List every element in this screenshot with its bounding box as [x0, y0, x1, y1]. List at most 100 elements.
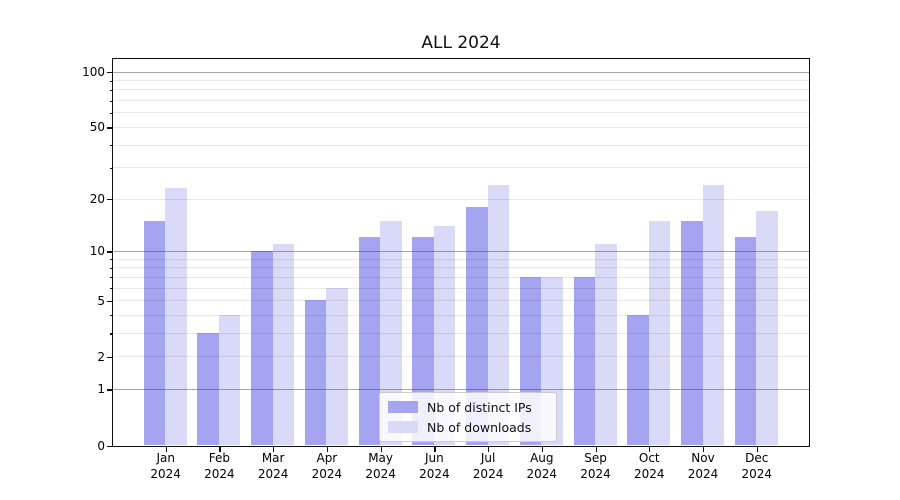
x-tick-label-mar: Mar 2024: [257, 451, 289, 481]
y-minor-tick-mark: [109, 167, 113, 169]
y-minor-tick-mark: [109, 277, 113, 279]
x-tick-label-jul: Jul 2024: [472, 451, 504, 481]
x-tick-label-dec: Dec 2024: [741, 451, 772, 481]
y-tick-label: 2: [97, 349, 105, 364]
bar-nov-downloads: [702, 184, 724, 445]
y-minor-tick-mark: [109, 89, 113, 92]
y-minor-tick-mark: [109, 199, 113, 201]
y-minor-tick-mark: [109, 356, 113, 358]
y-minor-tick-mark: [109, 145, 113, 147]
bar-jul-distinct-ips: [466, 206, 488, 445]
gridline-major: [113, 388, 809, 390]
y-minor-tick-mark: [109, 315, 113, 317]
bar-mar-distinct-ips: [251, 250, 273, 445]
y-tick-label: 100: [82, 65, 105, 80]
gridline-minor: [113, 198, 809, 200]
x-tick-label-feb: Feb 2024: [204, 451, 235, 481]
x-tick-label-apr: Apr 2024: [311, 451, 343, 481]
x-tick-mark: [488, 447, 490, 452]
y-tick-label: 0: [97, 438, 105, 453]
legend-swatch-downloads: [388, 421, 418, 433]
gridline-minor: [113, 267, 809, 269]
gridline-minor: [113, 276, 809, 278]
gridline-minor: [113, 89, 809, 91]
x-tick-mark: [219, 447, 221, 452]
y-minor-tick-mark: [109, 100, 113, 102]
x-tick-mark: [595, 447, 597, 452]
chart-title: ALL 2024: [421, 33, 501, 53]
x-tick-mark: [434, 447, 436, 452]
x-tick-label-nov: Nov 2024: [687, 451, 719, 481]
legend: Nb of distinct IPs Nb of downloads: [379, 392, 557, 442]
bar-jan-downloads: [165, 187, 187, 445]
legend-label: Nb of distinct IPs: [427, 399, 532, 415]
legend-item-downloads: Nb of downloads: [388, 418, 548, 436]
x-tick-mark: [649, 447, 651, 452]
x-tick-mark: [165, 447, 167, 452]
y-tick-label: 10: [89, 244, 105, 259]
gridline-minor: [113, 167, 809, 169]
bar-jun-downloads: [433, 225, 456, 445]
y-tick-mark: [107, 251, 112, 253]
bar-jul-downloads: [487, 184, 510, 445]
bar-nov-distinct-ips: [681, 220, 703, 445]
bar-dec-downloads: [756, 211, 778, 445]
y-tick-mark: [107, 72, 112, 74]
gridline-minor: [113, 332, 809, 334]
bar-oct-downloads: [648, 220, 671, 445]
x-tick-mark: [541, 447, 543, 452]
y-minor-tick-mark: [109, 112, 113, 115]
y-tick-label: 50: [89, 120, 105, 135]
x-tick-label-oct: Oct 2024: [633, 451, 665, 481]
x-tick-mark: [273, 447, 275, 452]
bar-jan-distinct-ips: [143, 220, 166, 445]
x-tick-mark: [756, 447, 758, 452]
y-tick-label: 5: [97, 293, 105, 308]
bar-may-downloads: [380, 220, 402, 445]
y-tick-mark: [107, 389, 112, 391]
y-minor-tick-mark: [109, 80, 113, 82]
legend-label: Nb of downloads: [427, 419, 532, 435]
y-minor-tick-mark: [109, 288, 113, 290]
x-tick-label-aug: Aug 2024: [526, 451, 558, 481]
gridline-minor: [113, 314, 809, 316]
gridline-minor: [113, 112, 809, 114]
y-minor-tick-mark: [109, 127, 113, 129]
bar-feb-downloads: [218, 314, 241, 445]
gridline-minor: [113, 287, 809, 289]
legend-swatch-distinct-ips: [388, 401, 418, 413]
y-minor-tick-mark: [109, 333, 113, 335]
gridline-minor: [113, 80, 809, 82]
x-tick-mark: [703, 447, 705, 452]
bar-mar-downloads: [272, 243, 295, 445]
bar-dec-distinct-ips: [734, 237, 757, 445]
gridline-major: [113, 250, 809, 252]
gridline-minor: [113, 144, 809, 146]
x-tick-label-may: May 2024: [365, 451, 396, 481]
bar-sep-downloads: [595, 243, 617, 445]
plot-area: Nb of distinct IPs Nb of downloads: [112, 58, 810, 447]
y-minor-tick-mark: [109, 267, 113, 269]
bar-may-distinct-ips: [358, 237, 381, 445]
gridline-minor: [113, 258, 809, 260]
legend-item-distinct-ips: Nb of distinct IPs: [388, 398, 548, 416]
bar-oct-distinct-ips: [627, 314, 649, 445]
y-minor-tick-mark: [109, 300, 113, 302]
bar-apr-distinct-ips: [304, 300, 327, 445]
bar-apr-downloads: [326, 287, 348, 445]
x-tick-label-jan: Jan 2024: [150, 451, 181, 481]
bar-sep-distinct-ips: [573, 276, 596, 445]
x-tick-label-sep: Sep 2024: [580, 451, 611, 481]
y-tick-mark: [107, 445, 112, 447]
x-tick-mark: [380, 447, 382, 452]
gridline-minor: [113, 126, 809, 128]
gridline-minor: [113, 300, 809, 302]
y-tick-label: 20: [89, 192, 105, 207]
bar-feb-distinct-ips: [197, 332, 219, 445]
y-tick-label: 1: [97, 382, 105, 397]
y-minor-tick-mark: [109, 259, 113, 261]
x-tick-mark: [326, 447, 329, 452]
gridline-major: [113, 71, 809, 73]
gridline-minor: [113, 356, 809, 358]
